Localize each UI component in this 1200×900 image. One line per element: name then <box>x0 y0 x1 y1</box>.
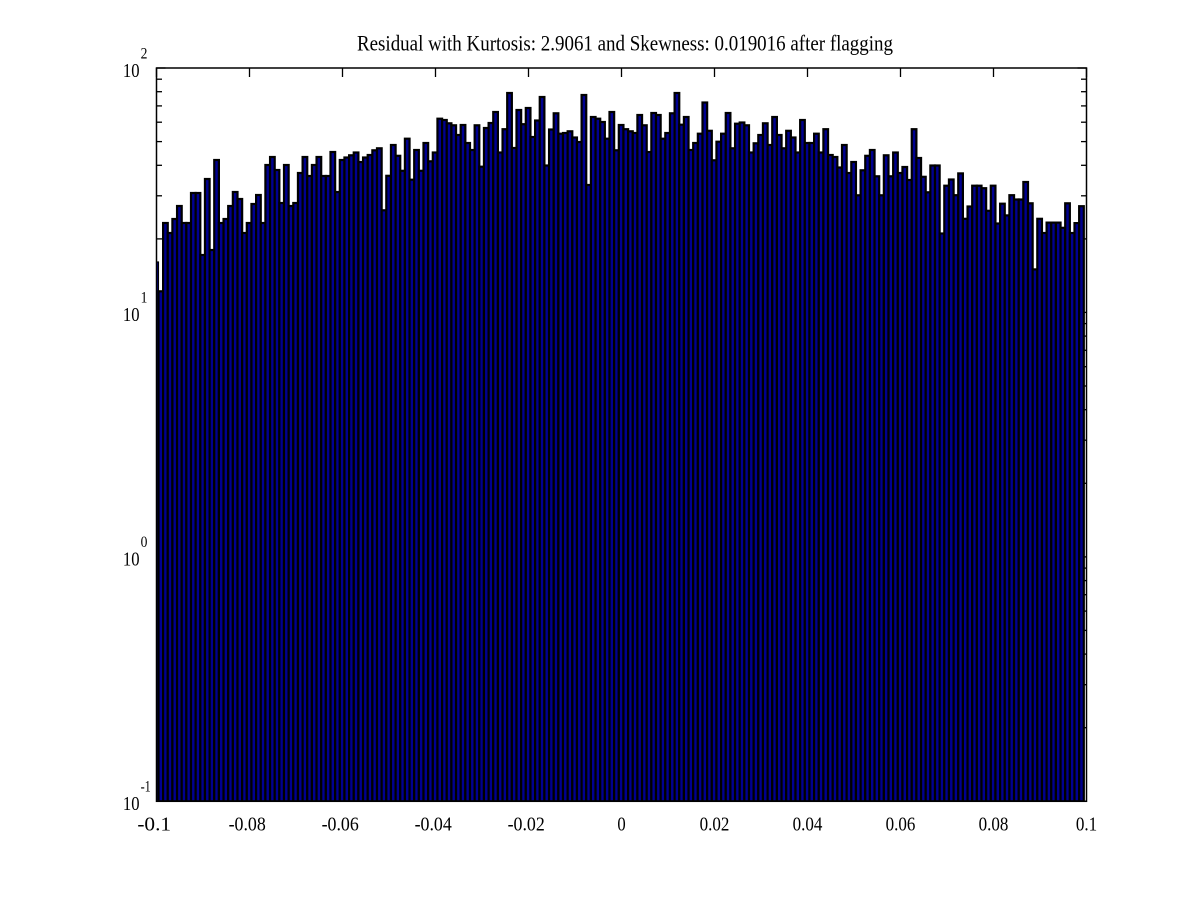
svg-text:0.1: 0.1 <box>1076 813 1097 835</box>
svg-text:0: 0 <box>617 813 625 835</box>
svg-text:10: 10 <box>123 60 140 82</box>
svg-text:-1: -1 <box>141 779 151 796</box>
svg-text:-0.08: -0.08 <box>229 813 266 835</box>
svg-text:0.08: 0.08 <box>979 813 1009 835</box>
svg-text:-0.02: -0.02 <box>508 813 545 835</box>
svg-text:1: 1 <box>141 290 148 307</box>
svg-text:-0.06: -0.06 <box>322 813 359 835</box>
svg-text:0.02: 0.02 <box>700 813 730 835</box>
svg-text:-0.04: -0.04 <box>415 813 452 835</box>
svg-text:-0.1: -0.1 <box>137 813 171 835</box>
svg-text:10: 10 <box>123 304 140 326</box>
svg-text:Residual with Kurtosis: 2.9061: Residual with Kurtosis: 2.9061 and Skewn… <box>357 31 893 56</box>
svg-text:10: 10 <box>123 549 140 571</box>
svg-text:0.06: 0.06 <box>886 813 916 835</box>
svg-text:0: 0 <box>141 534 148 551</box>
svg-text:0.04: 0.04 <box>793 813 823 835</box>
svg-text:10: 10 <box>123 793 140 815</box>
svg-text:2: 2 <box>141 45 148 62</box>
